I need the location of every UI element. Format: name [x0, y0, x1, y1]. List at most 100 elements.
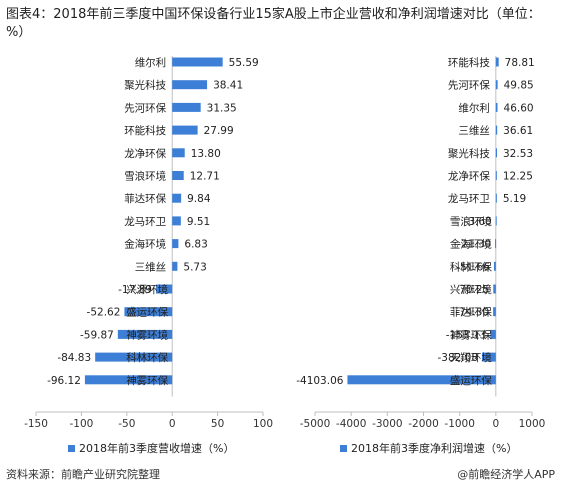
revenue-category-label: 聚光科技 — [124, 79, 166, 92]
profit-legend-label: 2018年前3季度净利润增速（%） — [351, 441, 517, 455]
revenue-value-label: 9.84 — [187, 193, 211, 205]
profit-tick-label: 1000 — [519, 418, 546, 430]
profit-bar — [495, 216, 497, 226]
profit-value-label: -51.66 — [456, 261, 490, 273]
profit-tick-label: -4000 — [336, 418, 367, 430]
revenue-value-label: 38.41 — [213, 80, 243, 92]
profit-category-label: 盛运环保 — [450, 374, 492, 387]
brand-note: @前瞻经济学人APP — [457, 468, 555, 481]
profit-tick-label: 0 — [492, 418, 499, 430]
revenue-tick-label: 100 — [253, 418, 273, 430]
revenue-category-label: 菲达环保 — [124, 192, 166, 205]
profit-category-label: 龙马环卫 — [448, 192, 490, 205]
revenue-value-label: 6.83 — [184, 239, 207, 251]
revenue-bar — [172, 80, 208, 90]
revenue-bar — [84, 375, 173, 385]
revenue-value-label: 9.51 — [187, 216, 210, 228]
profit-tick-label: -1000 — [444, 418, 475, 430]
profit-tick-label: -2000 — [408, 418, 439, 430]
revenue-tick-label: -150 — [24, 418, 48, 430]
revenue-bar — [172, 102, 201, 112]
profit-bar — [493, 284, 496, 294]
revenue-value-label: 31.35 — [207, 102, 237, 114]
profit-bar — [495, 102, 498, 112]
profit-value-label: -153.13 — [446, 329, 487, 341]
revenue-bar — [95, 352, 173, 362]
revenue-category-label: 金海环境 — [124, 238, 166, 251]
profit-tick-label: -5000 — [300, 418, 331, 430]
profit-bar — [495, 148, 498, 158]
revenue-bar — [172, 193, 182, 203]
source-note: 资料来源：前瞻产业研究院整理 — [6, 468, 160, 481]
profit-category-label: 科林环保 — [450, 260, 492, 273]
revenue-category-label: 神雾环保 — [126, 374, 168, 387]
profit-bar — [495, 57, 499, 67]
profit-value-label: -70.25 — [455, 284, 489, 296]
profit-value-label: 78.81 — [505, 57, 535, 69]
profit-value-label: -74.30 — [455, 307, 489, 319]
profit-bar — [495, 125, 498, 135]
revenue-bar — [172, 216, 181, 226]
revenue-value-label: -59.87 — [80, 329, 114, 341]
profit-category-label: 聚光科技 — [448, 147, 490, 160]
profit-category-label: 天翔环境 — [450, 351, 492, 364]
profit-category-label: 龙净环保 — [448, 170, 490, 183]
profit-bar — [347, 375, 496, 385]
revenue-bar — [172, 239, 179, 249]
profit-value-label: 5.19 — [503, 193, 526, 205]
profit-category-label: 环能科技 — [448, 56, 490, 69]
profit-bar — [493, 307, 496, 317]
revenue-value-label: -84.83 — [57, 352, 91, 364]
revenue-bar — [124, 307, 173, 317]
profit-category-label: 金海环境 — [450, 238, 492, 251]
profit-category-label: 先河环保 — [448, 79, 490, 92]
profit-bar — [495, 171, 497, 180]
revenue-category-label: 先河环保 — [124, 101, 166, 114]
revenue-value-label: -52.62 — [87, 307, 121, 319]
revenue-value-label: 5.73 — [183, 261, 206, 273]
revenue-category-label: 盛运环保 — [126, 306, 168, 319]
revenue-bar — [117, 329, 173, 339]
revenue-value-label: -17.89 — [118, 284, 152, 296]
profit-value-label: -382.08 — [437, 352, 478, 364]
revenue-value-label: 12.71 — [190, 171, 220, 183]
revenue-value-label: 27.99 — [204, 125, 234, 137]
revenue-tick-label: 0 — [169, 418, 176, 430]
profit-legend-swatch — [340, 445, 347, 452]
revenue-category-label: 雪浪环境 — [124, 170, 166, 183]
profit-value-label: -3.60 — [465, 216, 492, 228]
revenue-category-label: 维尔利 — [135, 56, 167, 69]
profit-tick-label: -3000 — [372, 418, 403, 430]
profit-value-label: 36.61 — [503, 125, 533, 137]
profit-bar — [495, 193, 497, 203]
revenue-category-label: 兴源环境 — [126, 283, 168, 296]
revenue-value-label: 55.59 — [229, 57, 259, 69]
revenue-value-label: 13.80 — [191, 148, 221, 160]
revenue-legend-swatch — [68, 445, 75, 452]
revenue-bar — [172, 125, 198, 135]
revenue-bar — [155, 284, 173, 294]
revenue-category-label: 龙净环保 — [124, 147, 166, 160]
revenue-bar — [172, 57, 223, 67]
revenue-bar — [172, 261, 178, 271]
profit-category-label: 神雾环保 — [450, 328, 492, 341]
profit-bar — [482, 352, 496, 362]
revenue-legend-label: 2018年前3季度营收增速（%） — [79, 441, 234, 455]
revenue-bar — [172, 171, 184, 180]
revenue-category-label: 科林环保 — [126, 351, 168, 364]
profit-category-label: 兴源环境 — [450, 283, 492, 296]
profit-category-label: 雪浪环境 — [450, 215, 492, 228]
profit-value-label: -21.30 — [457, 239, 491, 251]
profit-bar — [493, 261, 496, 271]
profit-bar — [490, 329, 496, 339]
profit-category-label: 菲达环保 — [450, 306, 492, 319]
chart-title: 图表4：2018年前三季度中国环保设备行业15家A股上市企业营收和净利润增速对比… — [6, 7, 541, 40]
revenue-category-label: 环能科技 — [124, 124, 166, 137]
profit-bar — [495, 80, 498, 90]
revenue-category-label: 神雾环境 — [126, 328, 168, 341]
profit-value-label: -4103.06 — [296, 375, 344, 387]
profit-value-label: 32.53 — [503, 148, 533, 160]
profit-bar — [495, 239, 497, 249]
profit-category-label: 三维丝 — [458, 124, 490, 137]
